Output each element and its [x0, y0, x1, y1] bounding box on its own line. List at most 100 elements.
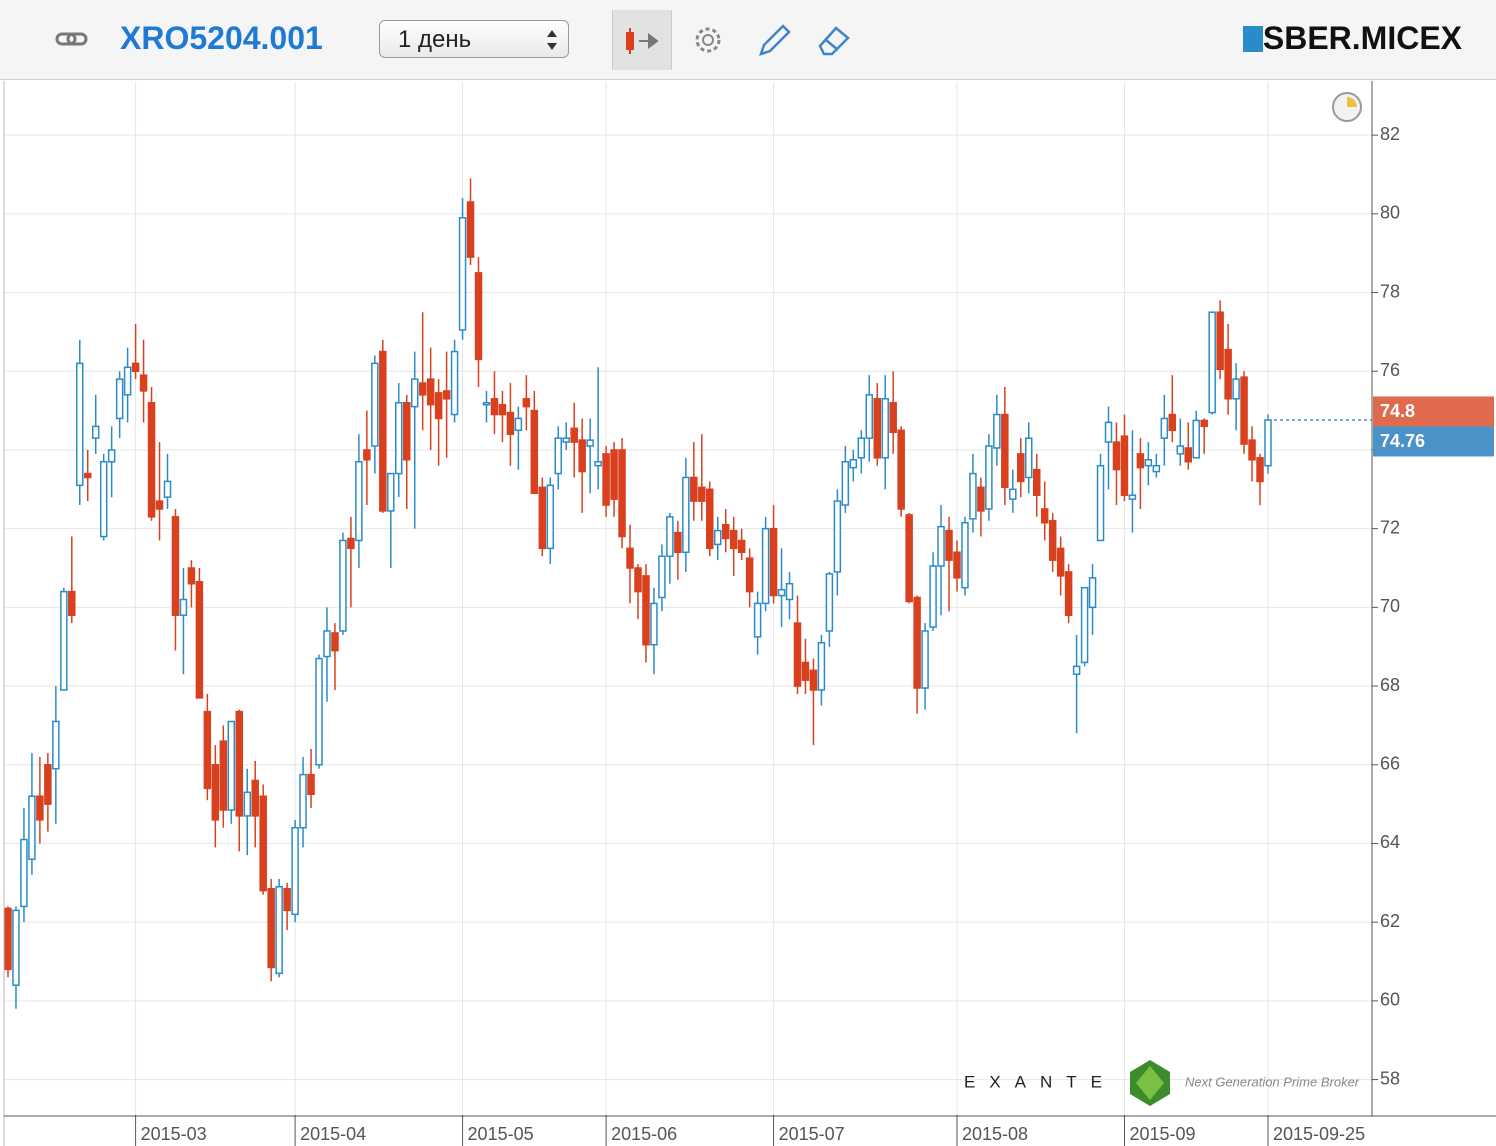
candle-body	[131, 362, 140, 372]
candle-body	[514, 417, 523, 432]
candle-icon	[626, 28, 659, 54]
candle-body	[1017, 453, 1025, 483]
candle-body	[937, 525, 945, 567]
y-tick-label: 64	[1380, 832, 1400, 852]
y-tick-label: 62	[1380, 911, 1400, 931]
candle-body	[849, 459, 858, 469]
candle-body	[60, 590, 68, 691]
y-tick-label: 76	[1380, 360, 1400, 380]
candle-body	[442, 390, 451, 400]
x-tick-label: 2015-04	[300, 1124, 366, 1144]
candle-body	[99, 461, 108, 538]
toolbar: XRO5204.001 1 день SBER.MICEX	[0, 0, 1496, 80]
candle-body	[777, 588, 786, 597]
y-tick-label: 60	[1380, 990, 1400, 1010]
candle-body	[1040, 508, 1049, 524]
candle-body	[387, 472, 395, 512]
brand-logo	[1130, 1060, 1170, 1106]
reset-icon[interactable]	[1332, 92, 1362, 122]
candle-body	[251, 779, 259, 817]
candle-body	[817, 642, 826, 691]
candle-body	[825, 573, 834, 632]
candle-body	[163, 480, 172, 498]
candle-body	[52, 720, 60, 770]
symbol[interactable]: XRO5204.001	[120, 20, 323, 56]
candle-body	[1104, 421, 1113, 443]
candle-body	[634, 567, 642, 593]
select-arrows	[547, 30, 557, 50]
plot-area	[4, 81, 1372, 1115]
settings-icon[interactable]	[688, 20, 728, 60]
candle-body	[1072, 665, 1081, 676]
candle-body	[985, 445, 993, 510]
candle-body	[969, 472, 977, 520]
candle-body	[1216, 311, 1224, 371]
candle-body	[729, 529, 738, 550]
candle-body	[331, 632, 339, 652]
x-tick-label: 2015-05	[468, 1124, 534, 1144]
candle-body	[1096, 464, 1105, 542]
candle-body	[881, 398, 889, 459]
candle-body	[235, 710, 244, 817]
candle-body	[1224, 348, 1232, 400]
candle-body	[546, 484, 555, 550]
candle-body	[171, 516, 180, 616]
candle-body	[195, 581, 204, 699]
candle-body	[674, 531, 682, 554]
candle-body	[610, 449, 618, 500]
y-tick-label: 70	[1380, 596, 1400, 616]
candle-body	[315, 657, 323, 766]
candle-body	[347, 537, 355, 550]
candle-body	[1032, 468, 1041, 496]
candle-body	[1200, 419, 1208, 428]
candle-body	[1192, 419, 1200, 459]
candle-body	[1264, 419, 1272, 467]
candle-body	[1240, 376, 1248, 445]
candle-body	[107, 449, 116, 463]
candle-body	[530, 409, 539, 494]
candle-body	[753, 602, 762, 638]
candle-body	[873, 398, 881, 459]
y-tick-label: 78	[1380, 281, 1400, 301]
candle-body	[833, 500, 842, 573]
pencil-icon[interactable]	[755, 20, 795, 60]
candle-body	[945, 529, 953, 561]
grid: 586062646668707274767880822015-032015-04…	[4, 82, 1400, 1146]
candle-body	[698, 486, 706, 502]
candle-body	[1001, 413, 1009, 489]
candle-body	[1152, 464, 1161, 473]
candle-body	[490, 398, 499, 416]
brand-name: EXANTE	[964, 1072, 1116, 1091]
candle-body	[666, 516, 674, 557]
candle-body	[219, 740, 228, 811]
instrument-swatch	[1243, 26, 1263, 52]
candle-body	[323, 630, 331, 658]
candle-body	[291, 826, 299, 916]
candle-body	[562, 437, 570, 443]
eraser-icon[interactable]	[814, 20, 854, 60]
chart-type-button[interactable]	[612, 10, 672, 70]
candle-body	[283, 887, 291, 912]
y-tick-label: 72	[1380, 517, 1400, 537]
candle-body	[1025, 437, 1033, 479]
candle-body	[570, 427, 578, 443]
link-icon[interactable]	[54, 25, 94, 55]
candle-body	[450, 350, 459, 416]
candle-body	[1128, 494, 1137, 500]
candle-body	[1168, 413, 1177, 432]
candle-body	[929, 565, 937, 628]
candle-body	[865, 394, 874, 439]
candle-body	[498, 403, 507, 416]
candle-body	[1232, 378, 1240, 400]
candle-body	[538, 486, 547, 550]
y-tick-label: 80	[1380, 203, 1400, 223]
instrument: SBER.MICEX	[1262, 20, 1462, 56]
candle-body	[36, 795, 44, 821]
candle-body	[1160, 417, 1169, 439]
candle-body	[713, 529, 722, 546]
interval-select[interactable]: 1 день	[379, 20, 569, 58]
candle-body	[12, 909, 20, 986]
candle-body	[953, 551, 961, 579]
